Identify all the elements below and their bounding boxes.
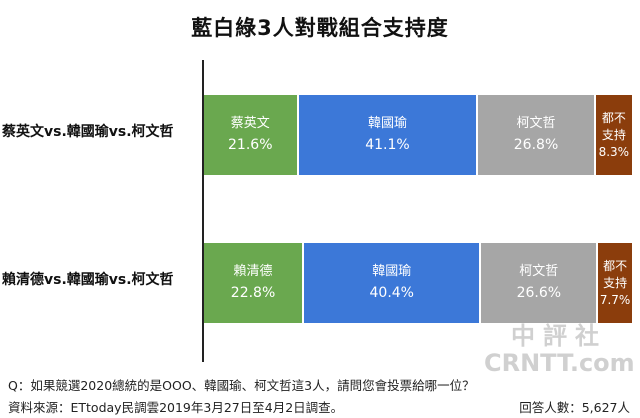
category-axis-line [202, 60, 204, 362]
bar-segment-label: 都不支持 [601, 110, 626, 142]
bar-segment-label: 蔡英文 [230, 116, 270, 131]
bar-segment-value: 7.7% [599, 292, 631, 307]
bar-segment-r2-s1: 賴清德 22.8% [204, 243, 305, 323]
bar-segment-r2-s2: 韓國瑜 40.4% [304, 243, 482, 323]
bar-segment-r1-s3: 柯文哲 26.8% [478, 95, 596, 175]
bar-segment-value: 8.3% [598, 144, 630, 159]
bar-segment-r1-s1: 蔡英文 21.6% [204, 95, 299, 175]
bar-segment-r2-s3: 柯文哲 26.6% [481, 243, 599, 323]
watermark: 中評社 CRNTT.com [484, 321, 635, 377]
bar-segment-value: 26.8% [513, 137, 559, 153]
bar-segment-label: 柯文哲 [519, 264, 559, 279]
watermark-bottom: CRNTT.com [484, 349, 635, 377]
chart-title: 藍白綠3人對戰組合支持度 [191, 16, 449, 40]
bar-segment-label: 柯文哲 [516, 116, 556, 131]
row-label-1: 蔡英文vs.韓國瑜vs.柯文哲 [2, 124, 174, 140]
bar-segment-label: 賴清德 [233, 264, 273, 279]
stacked-bar-row-1: 蔡英文 21.6% 韓國瑜 41.1% 柯文哲 26.8% 都不支持 8.3% [204, 95, 632, 175]
bar-segment-value: 41.1% [365, 137, 410, 153]
row-label-2: 賴清德vs.韓國瑜vs.柯文哲 [2, 272, 174, 288]
bar-segment-value: 22.8% [230, 285, 276, 301]
sample-size: 回答人數：5,627人 [519, 400, 630, 415]
survey-question: Q：如果競選2020總統的是OOO、韓國瑜、柯文哲這3人，請問您會投票給哪一位？ [8, 378, 475, 393]
stacked-bar-row-2: 賴清德 22.8% 韓國瑜 40.4% 柯文哲 26.6% 都不支持 7.7% [204, 243, 632, 323]
bar-segment-r1-s4: 都不支持 8.3% [595, 95, 632, 175]
bar-segment-value: 21.6% [228, 137, 273, 153]
bar-segment-value: 40.4% [369, 285, 414, 301]
bar-segment-r2-s4: 都不支持 7.7% [598, 243, 632, 323]
bar-segment-label: 韓國瑜 [372, 264, 412, 279]
bar-segment-label: 都不支持 [603, 258, 628, 290]
bar-segment-value: 26.6% [516, 285, 562, 301]
bar-segment-label: 韓國瑜 [367, 116, 407, 131]
bar-segment-r1-s2: 韓國瑜 41.1% [298, 95, 479, 175]
data-source: 資料來源：ETtoday民調雲2019年3月27日至4月2日調查。 [8, 400, 344, 415]
watermark-top: 中評社 [511, 321, 607, 350]
